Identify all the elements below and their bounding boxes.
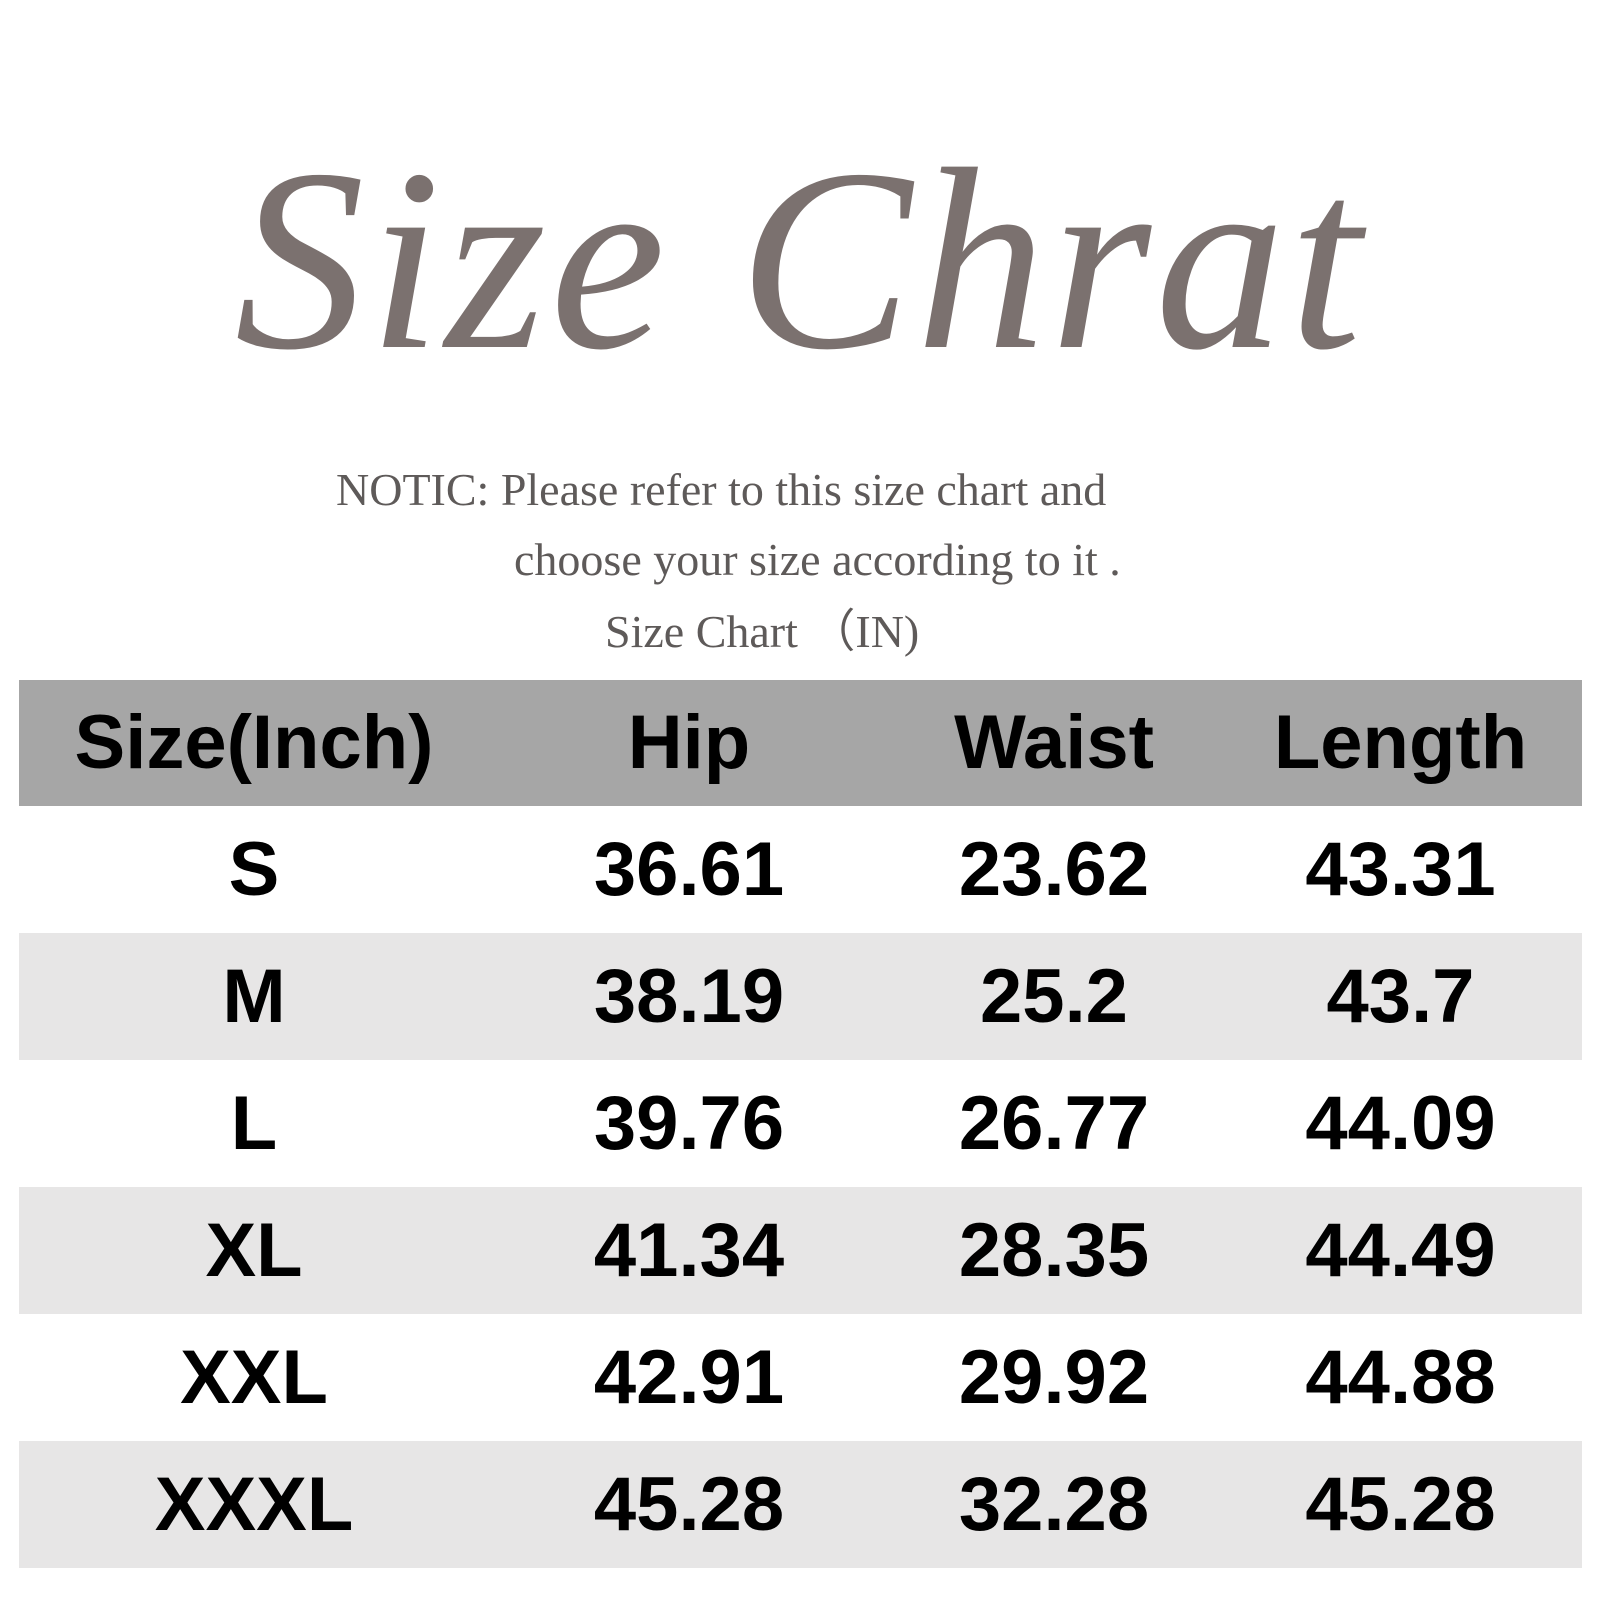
- cell-hip: 36.61: [593, 826, 785, 912]
- size-chart-unit-label: Size Chart （IN): [605, 606, 920, 657]
- cell-length: 44.09: [1305, 1080, 1496, 1166]
- cell-waist: 23.62: [958, 826, 1150, 912]
- notice-line-2: choose your size according to it .: [514, 534, 1121, 585]
- cell-hip: 42.91: [593, 1334, 785, 1420]
- header-hip: Hip: [627, 700, 751, 785]
- cell-hip: 41.34: [593, 1207, 785, 1293]
- cell-length: 43.31: [1305, 826, 1496, 912]
- cell-size: XXL: [180, 1334, 328, 1420]
- cell-hip: 45.28: [593, 1461, 785, 1547]
- cell-size: M: [222, 953, 286, 1039]
- cell-size: L: [230, 1080, 278, 1166]
- table-row: XL 41.34 28.35 44.49: [19, 1187, 1582, 1314]
- table-row: M 38.19 25.2 43.7: [19, 933, 1582, 1060]
- header-size: Size(Inch): [74, 700, 434, 785]
- cell-length: 45.28: [1305, 1461, 1496, 1547]
- notice-line-1: NOTIC: Please refer to this size chart a…: [336, 464, 1107, 515]
- cell-size: S: [228, 826, 280, 912]
- cell-hip: 39.76: [593, 1080, 785, 1166]
- cell-size: XL: [205, 1207, 303, 1293]
- cell-waist: 29.92: [958, 1334, 1150, 1420]
- table-row: XXL 42.91 29.92 44.88: [19, 1314, 1582, 1441]
- page-title: Size Chrat: [234, 116, 1366, 404]
- cell-size: XXXL: [154, 1461, 354, 1547]
- table-header-row: Size(Inch) Hip Waist Length: [19, 680, 1582, 806]
- table-row: L 39.76 26.77 44.09: [19, 1060, 1582, 1187]
- cell-waist: 26.77: [958, 1080, 1150, 1166]
- cell-waist: 25.2: [980, 953, 1128, 1039]
- table-row: S 36.61 23.62 43.31: [19, 806, 1582, 933]
- header-length: Length: [1273, 700, 1528, 785]
- cell-hip: 38.19: [593, 953, 785, 1039]
- cell-waist: 28.35: [958, 1207, 1150, 1293]
- cell-length: 43.7: [1326, 953, 1475, 1039]
- cell-length: 44.49: [1305, 1207, 1496, 1293]
- cell-length: 44.88: [1305, 1334, 1496, 1420]
- size-table: Size(Inch) Hip Waist Length S 36.61 23.62 4…: [19, 680, 1582, 1568]
- table-row: XXXL 45.28 32.28 45.28: [19, 1441, 1582, 1568]
- header-waist: Waist: [954, 700, 1154, 785]
- cell-waist: 32.28: [958, 1461, 1150, 1547]
